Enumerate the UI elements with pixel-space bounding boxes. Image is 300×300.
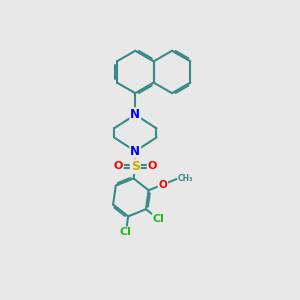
Text: O: O — [148, 161, 157, 172]
Text: N: N — [130, 145, 140, 158]
Text: S: S — [131, 160, 140, 173]
Text: O: O — [113, 161, 123, 172]
Text: O: O — [158, 180, 167, 190]
Text: N: N — [130, 108, 140, 121]
Text: Cl: Cl — [153, 214, 165, 224]
Text: Cl: Cl — [120, 227, 132, 237]
Text: CH₃: CH₃ — [178, 174, 193, 183]
